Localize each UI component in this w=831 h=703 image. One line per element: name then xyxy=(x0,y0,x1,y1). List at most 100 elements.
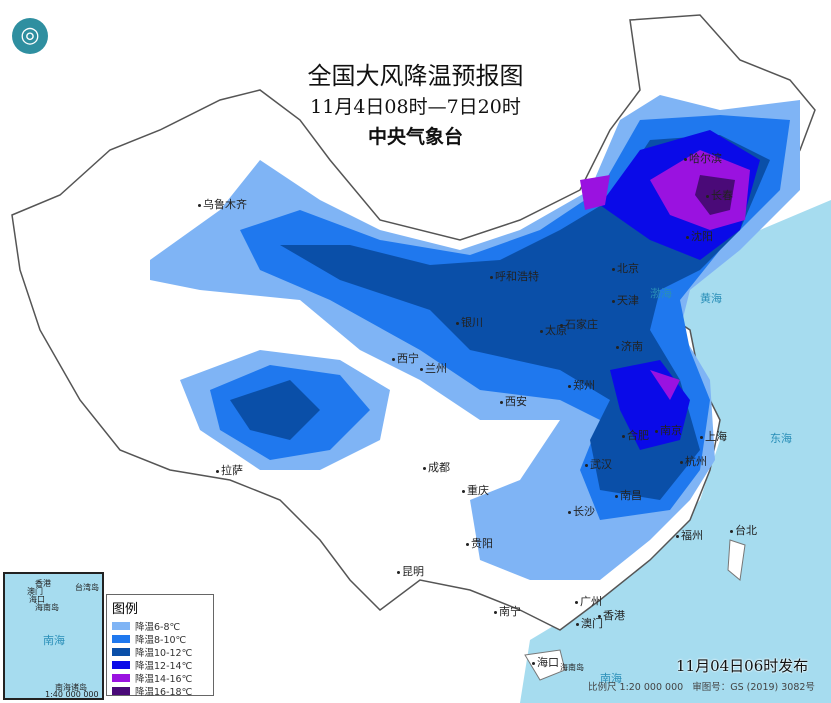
legend-swatch xyxy=(112,621,130,630)
city-label: 济南 xyxy=(616,338,643,354)
inset-label: 南海 xyxy=(43,634,65,647)
city-label: 上海 xyxy=(700,428,727,444)
city-name: 广州 xyxy=(580,595,602,608)
city-name: 沈阳 xyxy=(691,230,713,243)
city-name: 合肥 xyxy=(627,429,649,442)
legend-label: 降温8-10℃ xyxy=(135,634,187,646)
legend-label: 降温12-14℃ xyxy=(135,660,193,672)
city-name: 海口 xyxy=(537,656,559,669)
city-label: 兰州 xyxy=(420,360,447,376)
city-label: 台北 xyxy=(730,522,757,538)
inset-label: 香港 xyxy=(35,579,51,588)
inset-label: 海口 xyxy=(29,595,45,604)
inset-label: 台湾岛 xyxy=(75,583,99,592)
legend-title: 图例 xyxy=(112,602,139,617)
legend-item: 降温12-14℃ xyxy=(112,658,213,672)
city-label: 南京 xyxy=(655,422,682,438)
city-label: 香港 xyxy=(598,607,625,623)
cooling-16-18 xyxy=(695,175,735,215)
sea-area xyxy=(520,200,831,703)
city-label: 长沙 xyxy=(568,503,595,519)
legend-item: 降温14-16℃ xyxy=(112,671,213,685)
city-name: 石家庄 xyxy=(565,318,598,331)
cooling-14-16 xyxy=(580,150,750,400)
city-name: 福州 xyxy=(681,529,703,542)
city-label: 南昌 xyxy=(615,487,642,503)
city-name: 北京 xyxy=(617,262,639,275)
inset-scale: 1:40 000 000 xyxy=(45,690,99,699)
city-name: 香港 xyxy=(603,609,625,622)
city-label: 昆明 xyxy=(397,563,424,579)
south-china-sea-inset: 香港 澳门 台湾岛 海口 海南岛 南海 南海诸岛 1:40 000 000 xyxy=(3,572,104,700)
map-title: 全国大风降温预报图 xyxy=(307,62,524,90)
city-name: 太原 xyxy=(545,324,567,337)
city-label: 乌鲁木齐 xyxy=(198,196,247,212)
legend-swatch xyxy=(112,673,130,682)
cooling-10-12-west xyxy=(230,380,320,440)
city-name: 贵阳 xyxy=(471,537,493,550)
city-label: 杭州 xyxy=(680,453,707,469)
legend-item: 降温8-10℃ xyxy=(112,632,213,646)
city-name: 银川 xyxy=(461,316,483,329)
hainan-island xyxy=(524,649,566,681)
city-label: 重庆 xyxy=(462,482,489,498)
city-label: 武汉 xyxy=(585,456,612,472)
publish-time: 11月04日06时发布 xyxy=(676,657,809,675)
city-label: 呼和浩特 xyxy=(490,268,539,284)
legend-swatch xyxy=(112,660,130,669)
legend-label: 降温14-16℃ xyxy=(135,673,193,685)
city-label: 福州 xyxy=(676,527,703,543)
legend-item: 降温10-12℃ xyxy=(112,645,213,659)
city-name: 昆明 xyxy=(402,565,424,578)
city-label: 郑州 xyxy=(568,377,595,393)
city-name: 哈尔滨 xyxy=(689,152,722,165)
city-name: 长春 xyxy=(711,189,733,202)
city-label: 西安 xyxy=(500,393,527,409)
city-label: 太原 xyxy=(540,322,567,338)
city-label: 石家庄 xyxy=(560,316,598,332)
city-name: 郑州 xyxy=(573,379,595,392)
legend-swatch xyxy=(112,634,130,643)
taiwan-island xyxy=(727,539,746,581)
sea-label: 南海 xyxy=(600,672,622,685)
inset-label: 海南岛 xyxy=(35,603,59,612)
sea-label: 黄海 xyxy=(700,292,722,305)
legend-item: 降温16-18℃ xyxy=(112,684,213,698)
sea-label: 东海 xyxy=(770,432,792,445)
cma-logo-icon: ◎ xyxy=(12,18,48,54)
scale-text: 比例尺 1:20 000 000 xyxy=(588,682,684,693)
city-name: 成都 xyxy=(428,461,450,474)
city-name: 重庆 xyxy=(467,484,489,497)
city-label: 北京 xyxy=(612,260,639,276)
city-name: 澳门 xyxy=(581,617,603,630)
city-name: 济南 xyxy=(621,340,643,353)
city-name: 长沙 xyxy=(573,505,595,518)
city-name: 武汉 xyxy=(590,458,612,471)
city-label: 西宁 xyxy=(392,350,419,366)
legend-label: 降温6-8℃ xyxy=(135,621,181,633)
city-label: 长春 xyxy=(706,187,733,203)
legend-swatch xyxy=(112,686,130,695)
city-name: 天津 xyxy=(617,294,639,307)
sea-label: 渤海 xyxy=(650,287,672,300)
city-name: 上海 xyxy=(705,430,727,443)
city-label: 合肥 xyxy=(622,427,649,443)
legend-label: 降温10-12℃ xyxy=(135,647,193,659)
city-name: 杭州 xyxy=(685,455,707,468)
city-name: 南昌 xyxy=(620,489,642,502)
city-name: 拉萨 xyxy=(221,464,243,477)
city-label: 银川 xyxy=(456,314,483,330)
city-name: 呼和浩特 xyxy=(495,270,539,283)
issuer: 中央气象台 xyxy=(367,126,463,148)
city-label: 广州 xyxy=(575,593,602,609)
city-name: 南京 xyxy=(660,424,682,437)
city-label: 天津 xyxy=(612,292,639,308)
city-name: 西宁 xyxy=(397,352,419,365)
city-label: 哈尔滨 xyxy=(684,150,722,166)
legend-item: 降温6-8℃ xyxy=(112,619,213,633)
city-label: 沈阳 xyxy=(686,228,713,244)
forecast-period: 11月4日08时—7日20时 xyxy=(310,96,521,118)
hainan-label: 海南岛 xyxy=(560,663,584,672)
city-label: 南宁 xyxy=(494,603,521,619)
legend: 图例 降温6-8℃ 降温8-10℃ 降温10-12℃ 降温12-14℃ 降温14-16℃… xyxy=(106,594,214,698)
